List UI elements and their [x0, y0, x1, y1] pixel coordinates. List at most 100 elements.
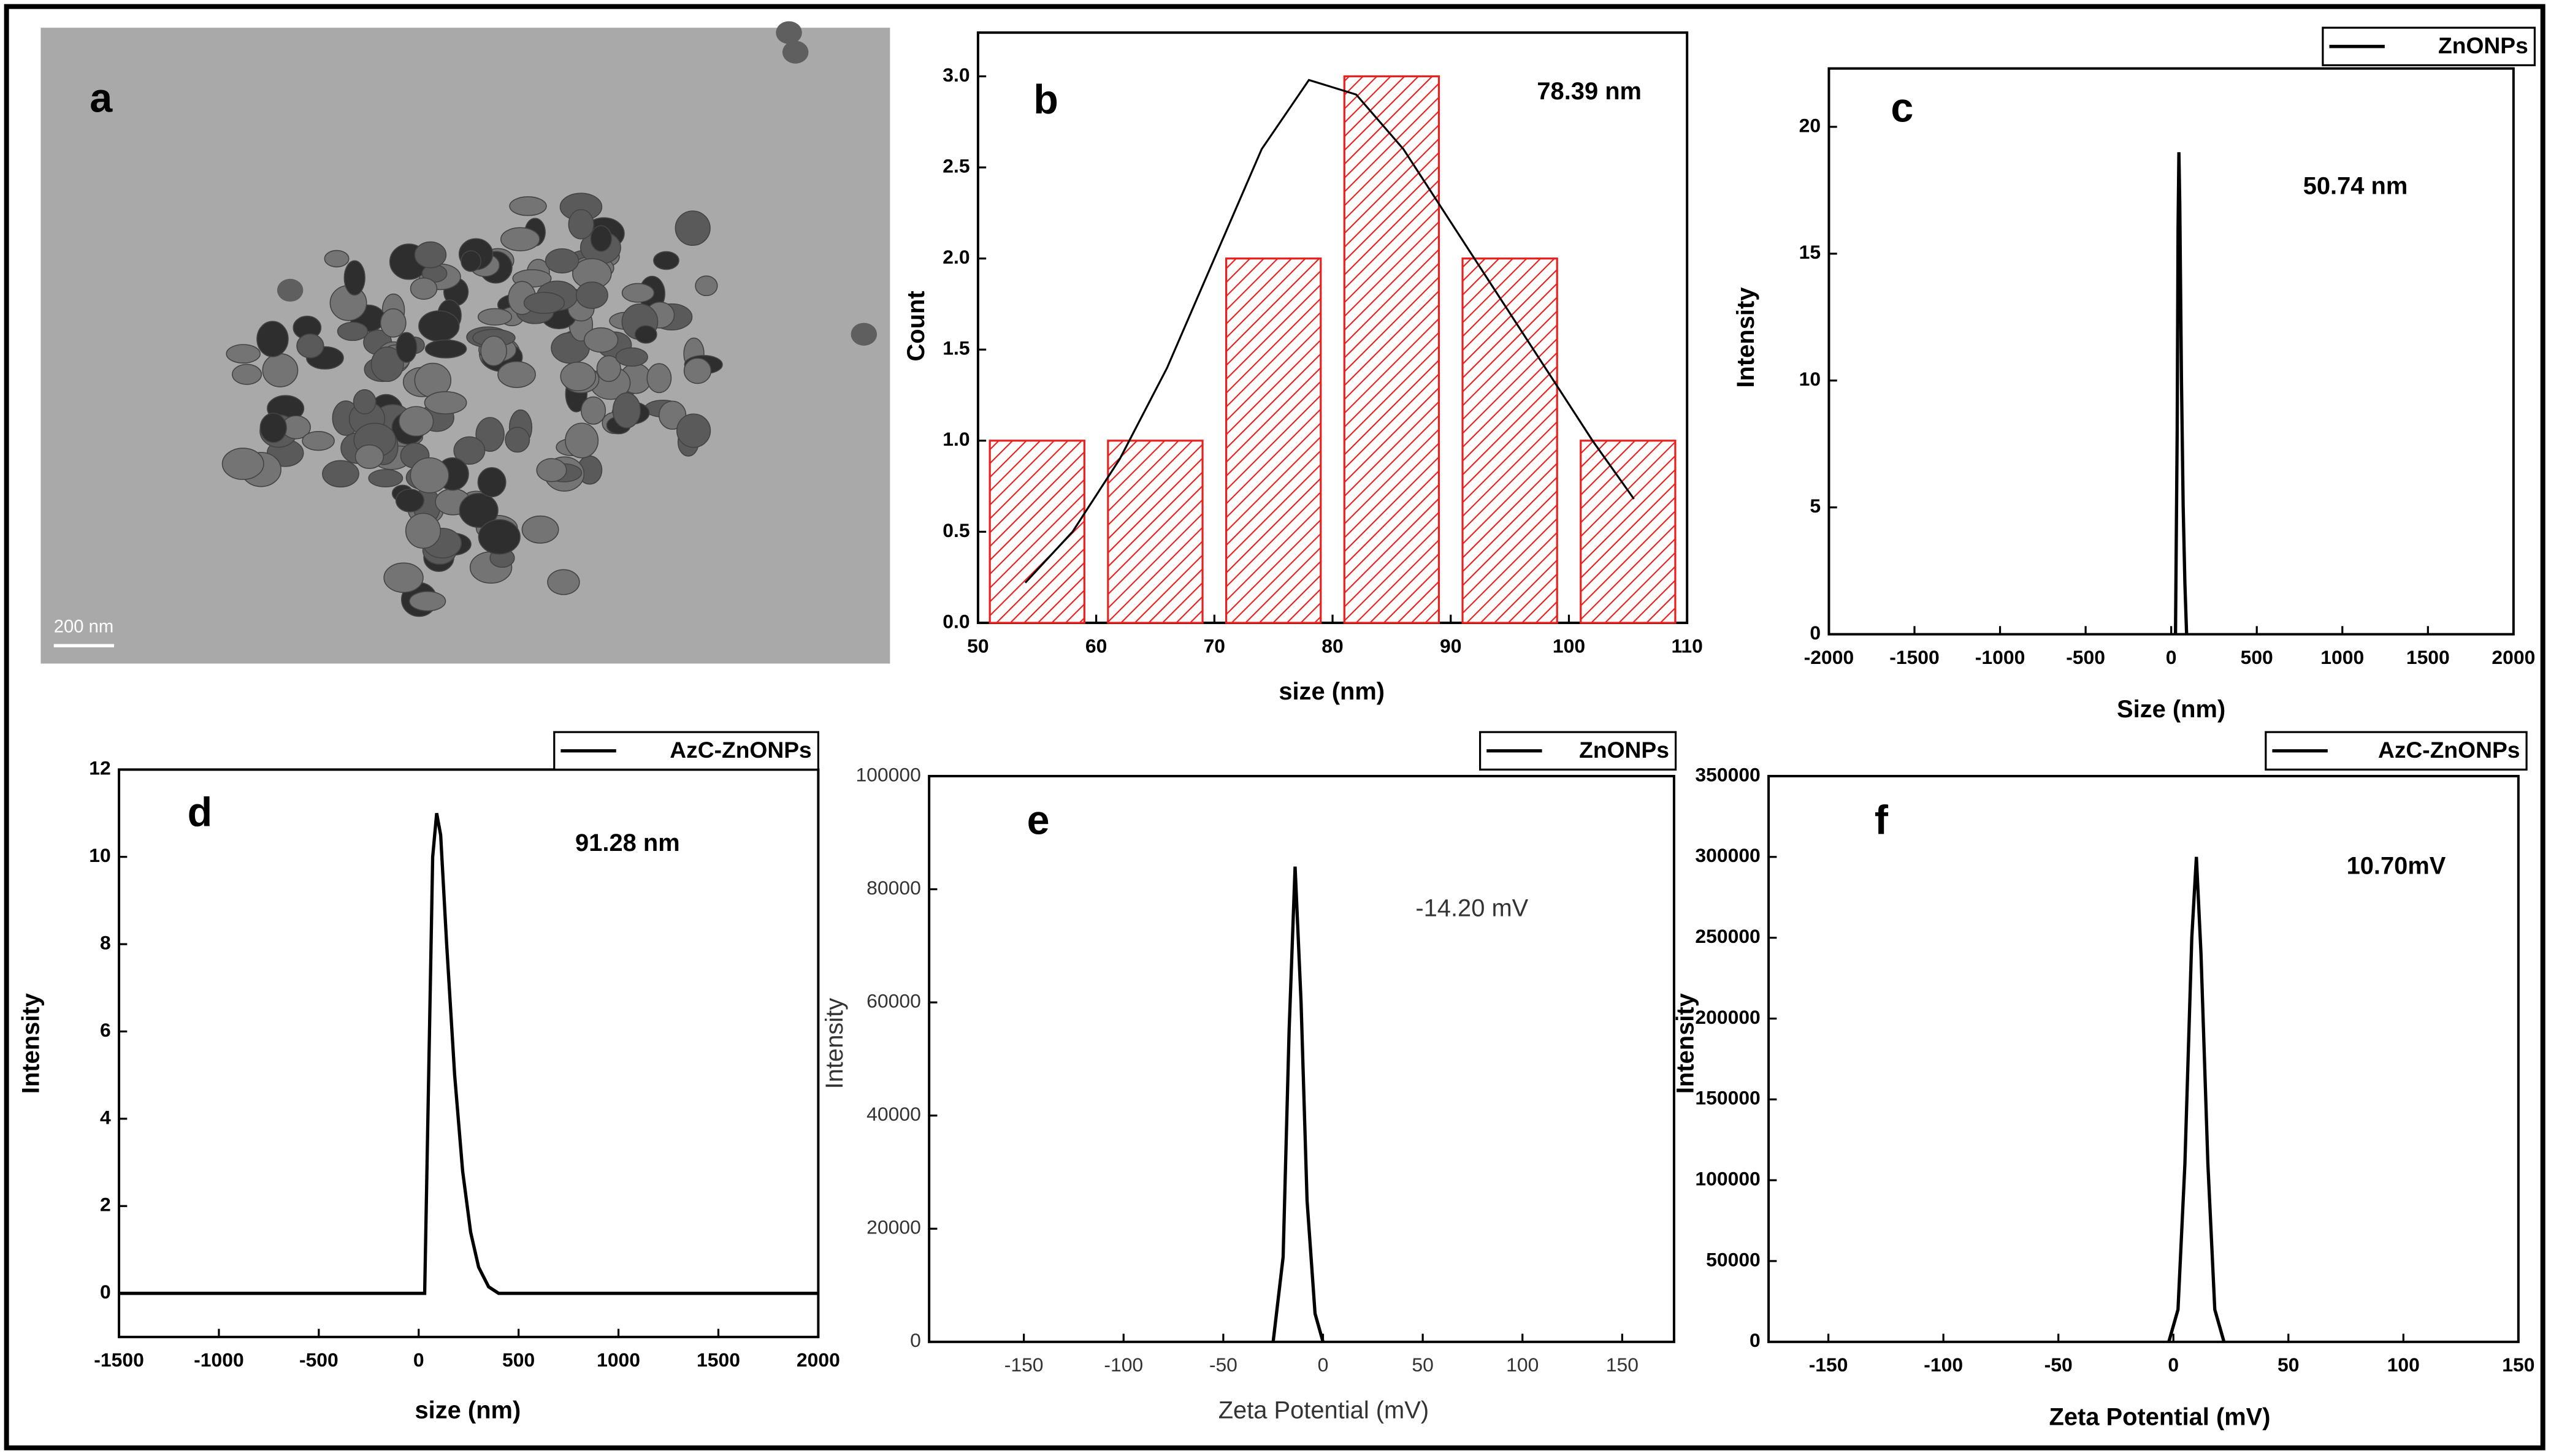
- particle: [459, 492, 499, 528]
- particle: [277, 278, 304, 302]
- particle: [523, 292, 565, 314]
- histogram-bar: [1225, 257, 1322, 624]
- annotation: 91.28 nm: [575, 829, 680, 856]
- plot-frame: [928, 774, 1675, 1343]
- particle: [653, 251, 679, 270]
- x-tick-label: -1000: [194, 1349, 244, 1371]
- y-tick-label: 0: [100, 1281, 111, 1303]
- y-tick-label: 350000: [1695, 763, 1760, 785]
- y-tick-label: 20000: [866, 1216, 921, 1238]
- y-tick-label: 0.5: [943, 519, 970, 541]
- legend-label: ZnONPs: [2438, 32, 2528, 58]
- particle: [695, 275, 718, 297]
- particle: [536, 458, 567, 482]
- x-tick-label: 100: [2387, 1354, 2420, 1376]
- x-axis-label: Zeta Potential (mV): [2049, 1403, 2271, 1430]
- y-tick-label: 8: [100, 932, 111, 954]
- panel: -150 -100 -50 0 50 100 150 0 50000 100000 150000 20…: [1672, 731, 2534, 1430]
- particle: [646, 363, 672, 394]
- x-axis-label: size (nm): [415, 1397, 521, 1424]
- legend-label: AzC-ZnONPs: [670, 737, 812, 763]
- x-tick-label: -500: [299, 1349, 338, 1371]
- y-tick-label: 250000: [1695, 925, 1760, 947]
- x-tick-label: 500: [502, 1349, 535, 1371]
- x-tick-label: 500: [2241, 646, 2273, 668]
- particle: [368, 469, 403, 487]
- histogram-bar: [1461, 257, 1558, 624]
- panel: 50 60 70 80 90 100 110 0.0 0.5 1.0 1.5 2.0 2.5 3.0 siz…: [903, 31, 1703, 705]
- particle: [453, 436, 486, 465]
- particle: [676, 413, 711, 448]
- particle: [776, 21, 802, 44]
- x-tick-label: 0: [413, 1349, 424, 1371]
- panel: -1500 -1000 -500 0 500 1000 1500 2000 0 2 4 6 8 10 12 s…: [18, 731, 840, 1424]
- particle: [683, 357, 712, 384]
- histogram-bar: [1343, 75, 1440, 624]
- particle: [575, 281, 608, 309]
- particle: [256, 321, 289, 357]
- x-tick-label: 0: [2166, 646, 2177, 668]
- particle: [612, 392, 641, 429]
- x-tick-label: 1000: [2320, 646, 2364, 668]
- particle: [634, 325, 657, 344]
- figure-border: [4, 4, 2545, 1450]
- x-tick-label: 150: [1606, 1354, 1639, 1376]
- x-tick-label: 90: [1440, 635, 1461, 657]
- particle: [302, 431, 335, 451]
- particle: [296, 333, 324, 359]
- particle: [461, 250, 481, 272]
- particle: [322, 460, 359, 488]
- x-tick-label: 2000: [2492, 646, 2535, 668]
- annotation: 50.74 nm: [2303, 172, 2408, 199]
- x-tick-label: 80: [1321, 635, 1343, 657]
- particle: [221, 448, 264, 480]
- x-axis-label: Zeta Potential (mV): [1218, 1397, 1429, 1424]
- particle: [480, 335, 507, 367]
- particle: [231, 364, 262, 385]
- particle: [354, 444, 384, 469]
- particle: [621, 283, 655, 303]
- x-tick-label: -1500: [1889, 646, 1940, 668]
- y-tick-label: 2.0: [943, 246, 970, 268]
- x-axis-label: size (nm): [1279, 678, 1385, 705]
- legend-label: ZnONPs: [1579, 737, 1669, 763]
- particle: [424, 339, 467, 359]
- y-tick-label: 6: [100, 1019, 111, 1041]
- x-tick-label: -2000: [1804, 646, 1854, 668]
- x-tick-label: -50: [1209, 1354, 1237, 1376]
- x-axis-label: Size (nm): [2117, 696, 2225, 723]
- annotation: -14.20 mV: [1415, 895, 1528, 922]
- y-tick-label: 12: [89, 757, 110, 779]
- x-tick-label: 150: [2502, 1354, 2534, 1376]
- particle: [398, 406, 434, 437]
- x-tick-label: 1500: [697, 1349, 740, 1371]
- particle: [226, 344, 261, 364]
- particle: [545, 248, 579, 274]
- x-tick-label: -100: [1104, 1354, 1143, 1376]
- y-axis-label: Intensity: [18, 993, 45, 1094]
- histogram-bar: [1580, 440, 1677, 624]
- particle: [395, 489, 425, 513]
- histogram-bar: [989, 440, 1085, 624]
- particle: [497, 360, 536, 388]
- data-line: [119, 813, 819, 1295]
- y-axis-label: Count: [903, 291, 930, 361]
- y-axis-label: Intensity: [1672, 993, 1699, 1094]
- x-tick-label: 50: [967, 635, 989, 657]
- x-tick-label: -500: [2066, 646, 2105, 668]
- particle: [410, 277, 438, 300]
- particle: [590, 225, 613, 252]
- particle: [596, 355, 621, 383]
- particle: [505, 427, 530, 453]
- y-tick-label: 300000: [1695, 844, 1760, 866]
- particle: [408, 591, 446, 612]
- y-tick-label: 200000: [1695, 1006, 1760, 1028]
- x-tick-label: 2000: [797, 1349, 840, 1371]
- particle: [615, 347, 648, 367]
- particle: [259, 413, 287, 443]
- plot-frame: [118, 768, 820, 1338]
- panel-label: d: [188, 790, 213, 835]
- x-tick-label: 110: [1671, 635, 1702, 657]
